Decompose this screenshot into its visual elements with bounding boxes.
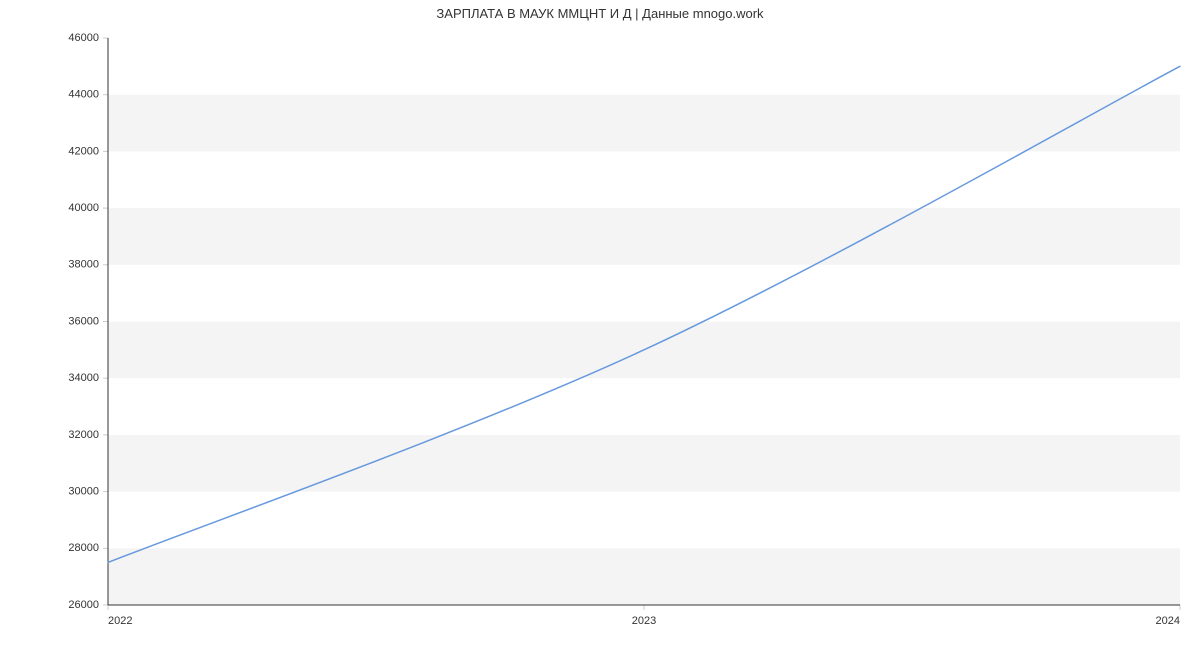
chart-container: ЗАРПЛАТА В МАУК ММЦНТ И Д | Данные mnogo… xyxy=(0,0,1200,650)
y-tick-label: 36000 xyxy=(68,315,99,327)
salary-line-chart: 26000 28000 30000 32000 34000 36000 38000 40000… xyxy=(0,0,1200,650)
y-tick-label: 26000 xyxy=(68,599,99,611)
x-tick-label: 2024 xyxy=(1156,615,1180,627)
x-tick-label: 2022 xyxy=(108,615,132,627)
y-tick-label: 42000 xyxy=(68,145,99,157)
y-tick-label: 44000 xyxy=(68,89,99,101)
y-tick-label: 46000 xyxy=(68,32,99,44)
y-tick-label: 32000 xyxy=(68,429,99,441)
y-tick-label: 34000 xyxy=(68,372,99,384)
chart-title: ЗАРПЛАТА В МАУК ММЦНТ И Д | Данные mnogo… xyxy=(0,6,1200,21)
x-tick-label: 2023 xyxy=(632,615,656,627)
y-tick-label: 40000 xyxy=(68,202,99,214)
y-tick-label: 28000 xyxy=(68,542,99,554)
y-tick-label: 30000 xyxy=(68,486,99,498)
y-tick-label: 38000 xyxy=(68,259,99,271)
